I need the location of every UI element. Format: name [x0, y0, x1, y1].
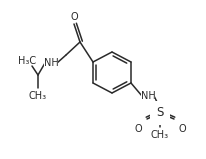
Text: O: O	[133, 124, 141, 134]
Text: S: S	[156, 107, 163, 120]
Text: NH: NH	[140, 91, 155, 101]
Text: O: O	[70, 12, 77, 22]
Text: CH₃: CH₃	[150, 130, 168, 140]
Text: H₃C: H₃C	[18, 56, 36, 66]
Text: NH: NH	[43, 58, 58, 68]
Text: O: O	[177, 124, 185, 134]
Text: CH₃: CH₃	[29, 91, 47, 101]
